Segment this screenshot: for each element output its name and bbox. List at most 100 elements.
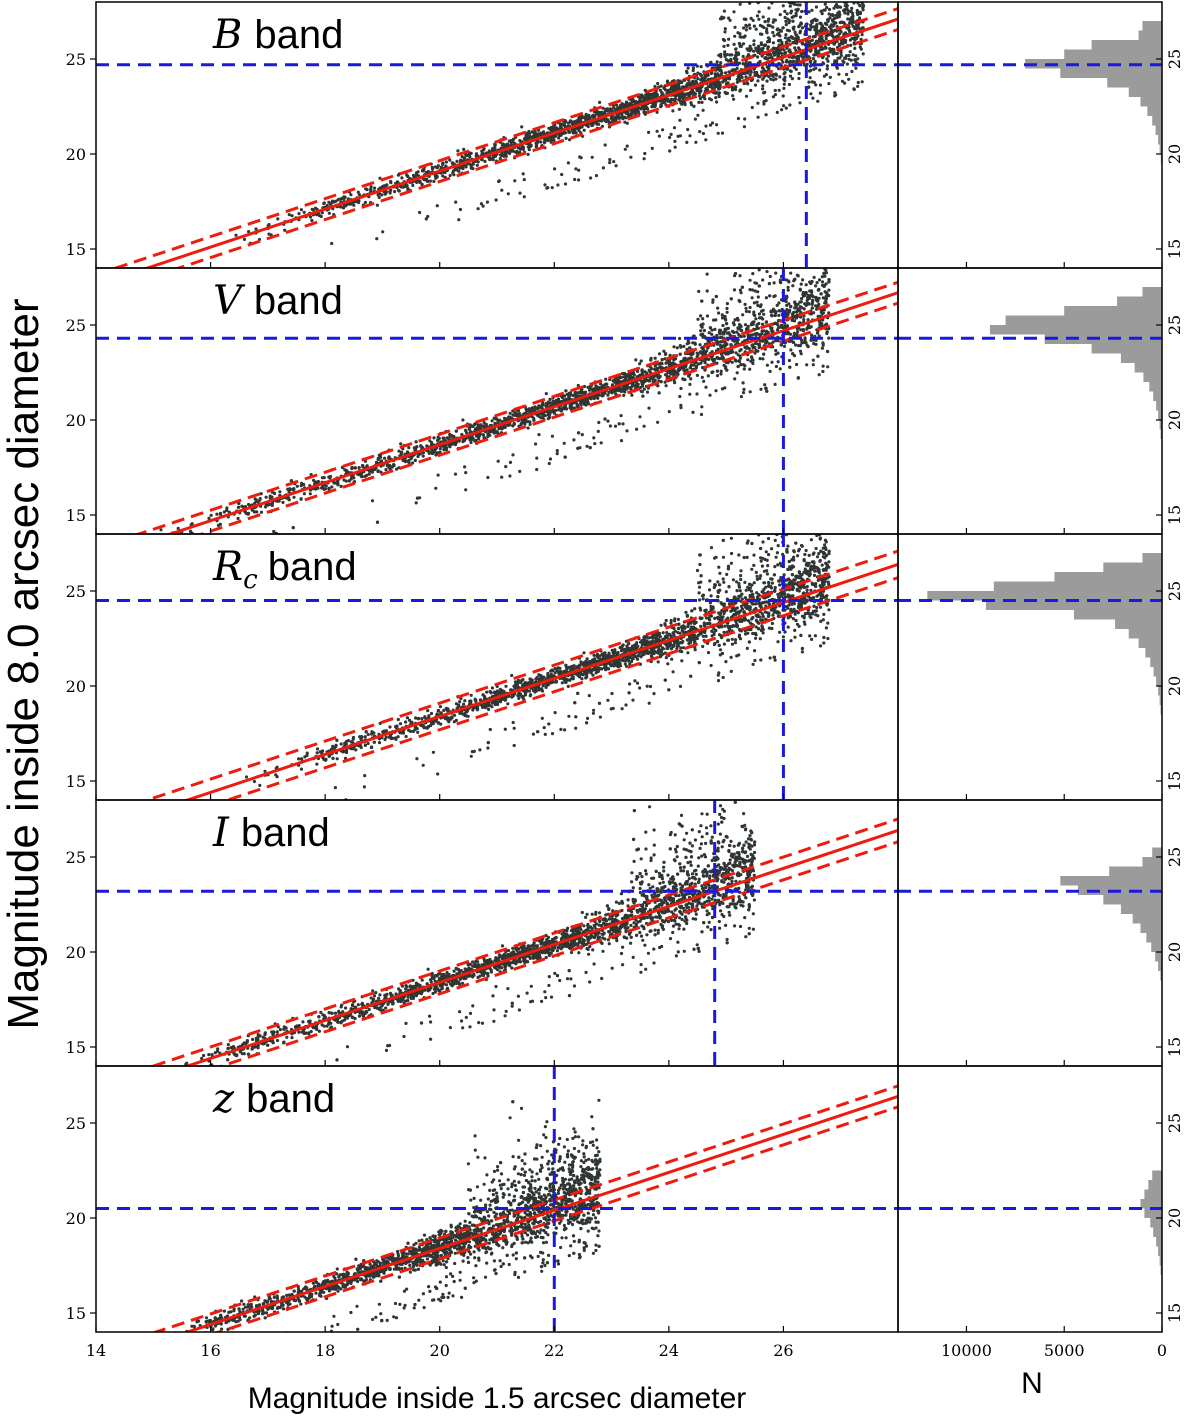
scatter-point [395, 467, 399, 471]
scatter-point [603, 118, 607, 122]
scatter-point [799, 352, 803, 356]
scatter-point [464, 164, 468, 168]
scatter-point [815, 23, 819, 27]
scatter-point [818, 83, 823, 87]
scatter-point [709, 98, 714, 102]
scatter-point [607, 390, 611, 394]
scatter-point [738, 88, 743, 92]
scatter-point [786, 285, 790, 289]
scatter-point [814, 5, 819, 9]
scatter-point [818, 322, 822, 326]
scatter-point [820, 346, 825, 350]
scatter-point [455, 168, 459, 172]
scatter-point [688, 382, 692, 386]
scatter-point [716, 66, 720, 70]
scatter-point [811, 363, 815, 367]
scatter-point [486, 434, 490, 439]
scatter-point [807, 40, 811, 44]
scatter-point [509, 416, 514, 420]
scatter-point [714, 389, 718, 393]
scatter-point [711, 300, 715, 304]
scatter-point [822, 271, 826, 275]
scatter-point [660, 91, 664, 95]
scatter-point [645, 390, 650, 394]
scatter-point [734, 85, 738, 89]
scatter-point [843, 56, 847, 60]
scatter-point [764, 57, 769, 61]
scatter-point [801, 329, 806, 333]
scatter-point [497, 179, 501, 184]
scatter-point [752, 49, 756, 53]
scatter-point [662, 349, 666, 353]
scatter-point [526, 426, 530, 430]
scatter-point [601, 393, 605, 398]
scatter-point [795, 327, 799, 331]
scatter-point [699, 74, 703, 78]
scatter-point [430, 442, 434, 446]
scatter-point [631, 108, 635, 112]
scatter-point [327, 211, 331, 215]
scatter-point [814, 296, 818, 300]
scatter-point [835, 5, 840, 9]
scatter-point [611, 379, 615, 383]
scatter-point [369, 185, 373, 189]
scatter-point [736, 326, 740, 330]
scatter-point [704, 385, 708, 389]
scatter-point [463, 438, 467, 442]
scatter-point [753, 341, 758, 345]
scatter-point [715, 60, 719, 64]
scatter-point [733, 377, 737, 381]
scatter-point [530, 406, 535, 410]
scatter-point [299, 484, 303, 488]
scatter-point [344, 479, 348, 483]
scatter-point [574, 394, 578, 398]
scatter-point [802, 318, 806, 322]
scatter-point [793, 2, 797, 6]
scatter-point [594, 174, 599, 178]
scatter-point [650, 146, 654, 150]
scatter-point [774, 73, 779, 77]
scatter-point [667, 99, 671, 103]
scatter-point [782, 77, 786, 81]
scatter-point [686, 127, 690, 132]
scatter-point [342, 195, 346, 199]
scatter-point [795, 8, 800, 13]
scatter-point [300, 481, 304, 485]
scatter-point [664, 384, 668, 388]
scatter-point [792, 310, 796, 314]
scatter-point [801, 278, 805, 282]
scatter-point [735, 340, 739, 345]
scatter-point [750, 343, 754, 347]
scatter-point [784, 332, 788, 336]
scatter-point [851, 14, 855, 18]
scatter-point [784, 23, 788, 27]
scatter-point [705, 289, 709, 293]
scatter-point [810, 8, 814, 12]
scatter-point [482, 147, 486, 151]
scatter-point [550, 186, 554, 190]
scatter-point [718, 336, 723, 340]
scatter-point [614, 392, 618, 396]
scatter-point [460, 155, 464, 159]
scatter-point [852, 87, 856, 91]
scatter-point [258, 540, 261, 543]
scatter-point [530, 415, 534, 419]
scatter-point [562, 441, 566, 445]
scatter-point [535, 467, 539, 472]
scatter-point [480, 158, 484, 162]
scatter-point [596, 429, 600, 433]
scatter-point [711, 81, 715, 85]
scatter-point [738, 274, 742, 278]
scatter-point [720, 71, 724, 75]
scatter-point [843, 11, 847, 15]
scatter-point [321, 484, 325, 488]
scatter-point [544, 392, 548, 396]
scatter-point [547, 461, 551, 466]
scatter-point [724, 71, 728, 75]
scatter-point [767, 56, 771, 60]
scatter-point [676, 368, 680, 372]
scatter-point [370, 499, 375, 503]
scatter-point [728, 53, 732, 57]
scatter-point [642, 157, 646, 161]
scatter-point [704, 138, 708, 142]
